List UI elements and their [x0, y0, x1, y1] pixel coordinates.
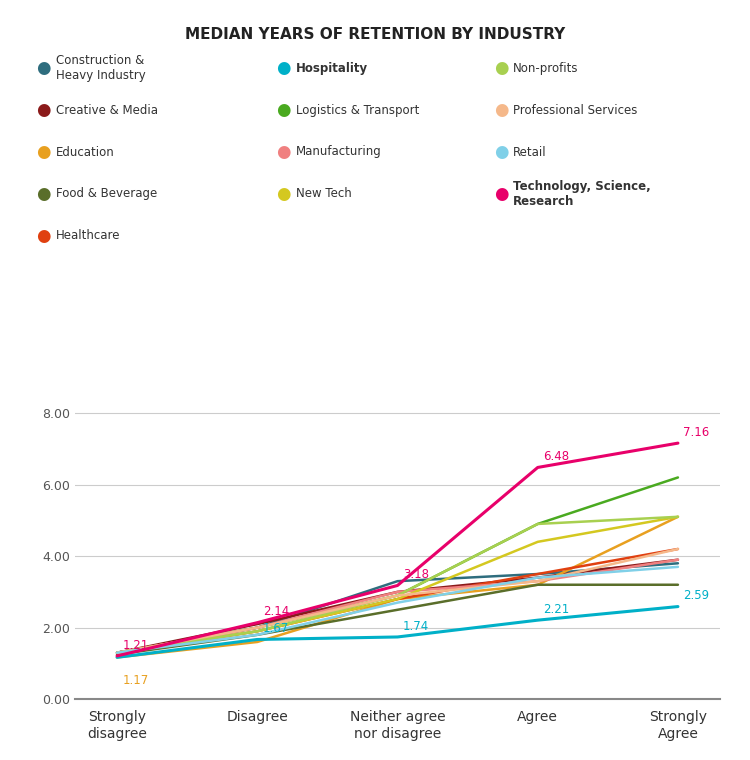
- Text: ●: ●: [276, 185, 291, 203]
- Text: ●: ●: [36, 101, 51, 119]
- Text: Non-profits: Non-profits: [513, 62, 578, 75]
- Text: ●: ●: [36, 226, 51, 245]
- Text: 1.74: 1.74: [403, 620, 429, 633]
- Text: Education: Education: [56, 145, 114, 159]
- Text: 1.17: 1.17: [122, 674, 148, 687]
- Text: Retail: Retail: [513, 145, 547, 159]
- Text: 7.16: 7.16: [683, 426, 709, 439]
- Text: Manufacturing: Manufacturing: [296, 145, 381, 159]
- Text: Professional Services: Professional Services: [513, 103, 638, 117]
- Text: ●: ●: [36, 185, 51, 203]
- Text: 2.59: 2.59: [683, 590, 709, 603]
- Text: 2.14: 2.14: [262, 606, 289, 619]
- Text: Technology, Science,
Research: Technology, Science, Research: [513, 180, 651, 207]
- Text: ●: ●: [494, 59, 508, 78]
- Text: ●: ●: [276, 101, 291, 119]
- Text: Logistics & Transport: Logistics & Transport: [296, 103, 418, 117]
- Text: 3.18: 3.18: [403, 568, 429, 581]
- Text: 2.21: 2.21: [543, 603, 569, 616]
- Text: ●: ●: [36, 59, 51, 78]
- Text: Hospitality: Hospitality: [296, 62, 368, 75]
- Text: New Tech: New Tech: [296, 187, 351, 201]
- Text: Construction &
Heavy Industry: Construction & Heavy Industry: [56, 55, 146, 82]
- Text: Healthcare: Healthcare: [56, 229, 120, 242]
- Text: Food & Beverage: Food & Beverage: [56, 187, 157, 201]
- Text: ●: ●: [494, 185, 508, 203]
- Text: 1.21: 1.21: [122, 638, 148, 652]
- Text: 6.48: 6.48: [543, 450, 569, 464]
- Text: ●: ●: [276, 143, 291, 161]
- Text: ●: ●: [276, 59, 291, 78]
- Text: ●: ●: [36, 143, 51, 161]
- Text: 1.67: 1.67: [262, 622, 289, 635]
- Text: Creative & Media: Creative & Media: [56, 103, 158, 117]
- Text: ●: ●: [494, 143, 508, 161]
- Text: ●: ●: [494, 101, 508, 119]
- Text: MEDIAN YEARS OF RETENTION BY INDUSTRY: MEDIAN YEARS OF RETENTION BY INDUSTRY: [184, 27, 566, 42]
